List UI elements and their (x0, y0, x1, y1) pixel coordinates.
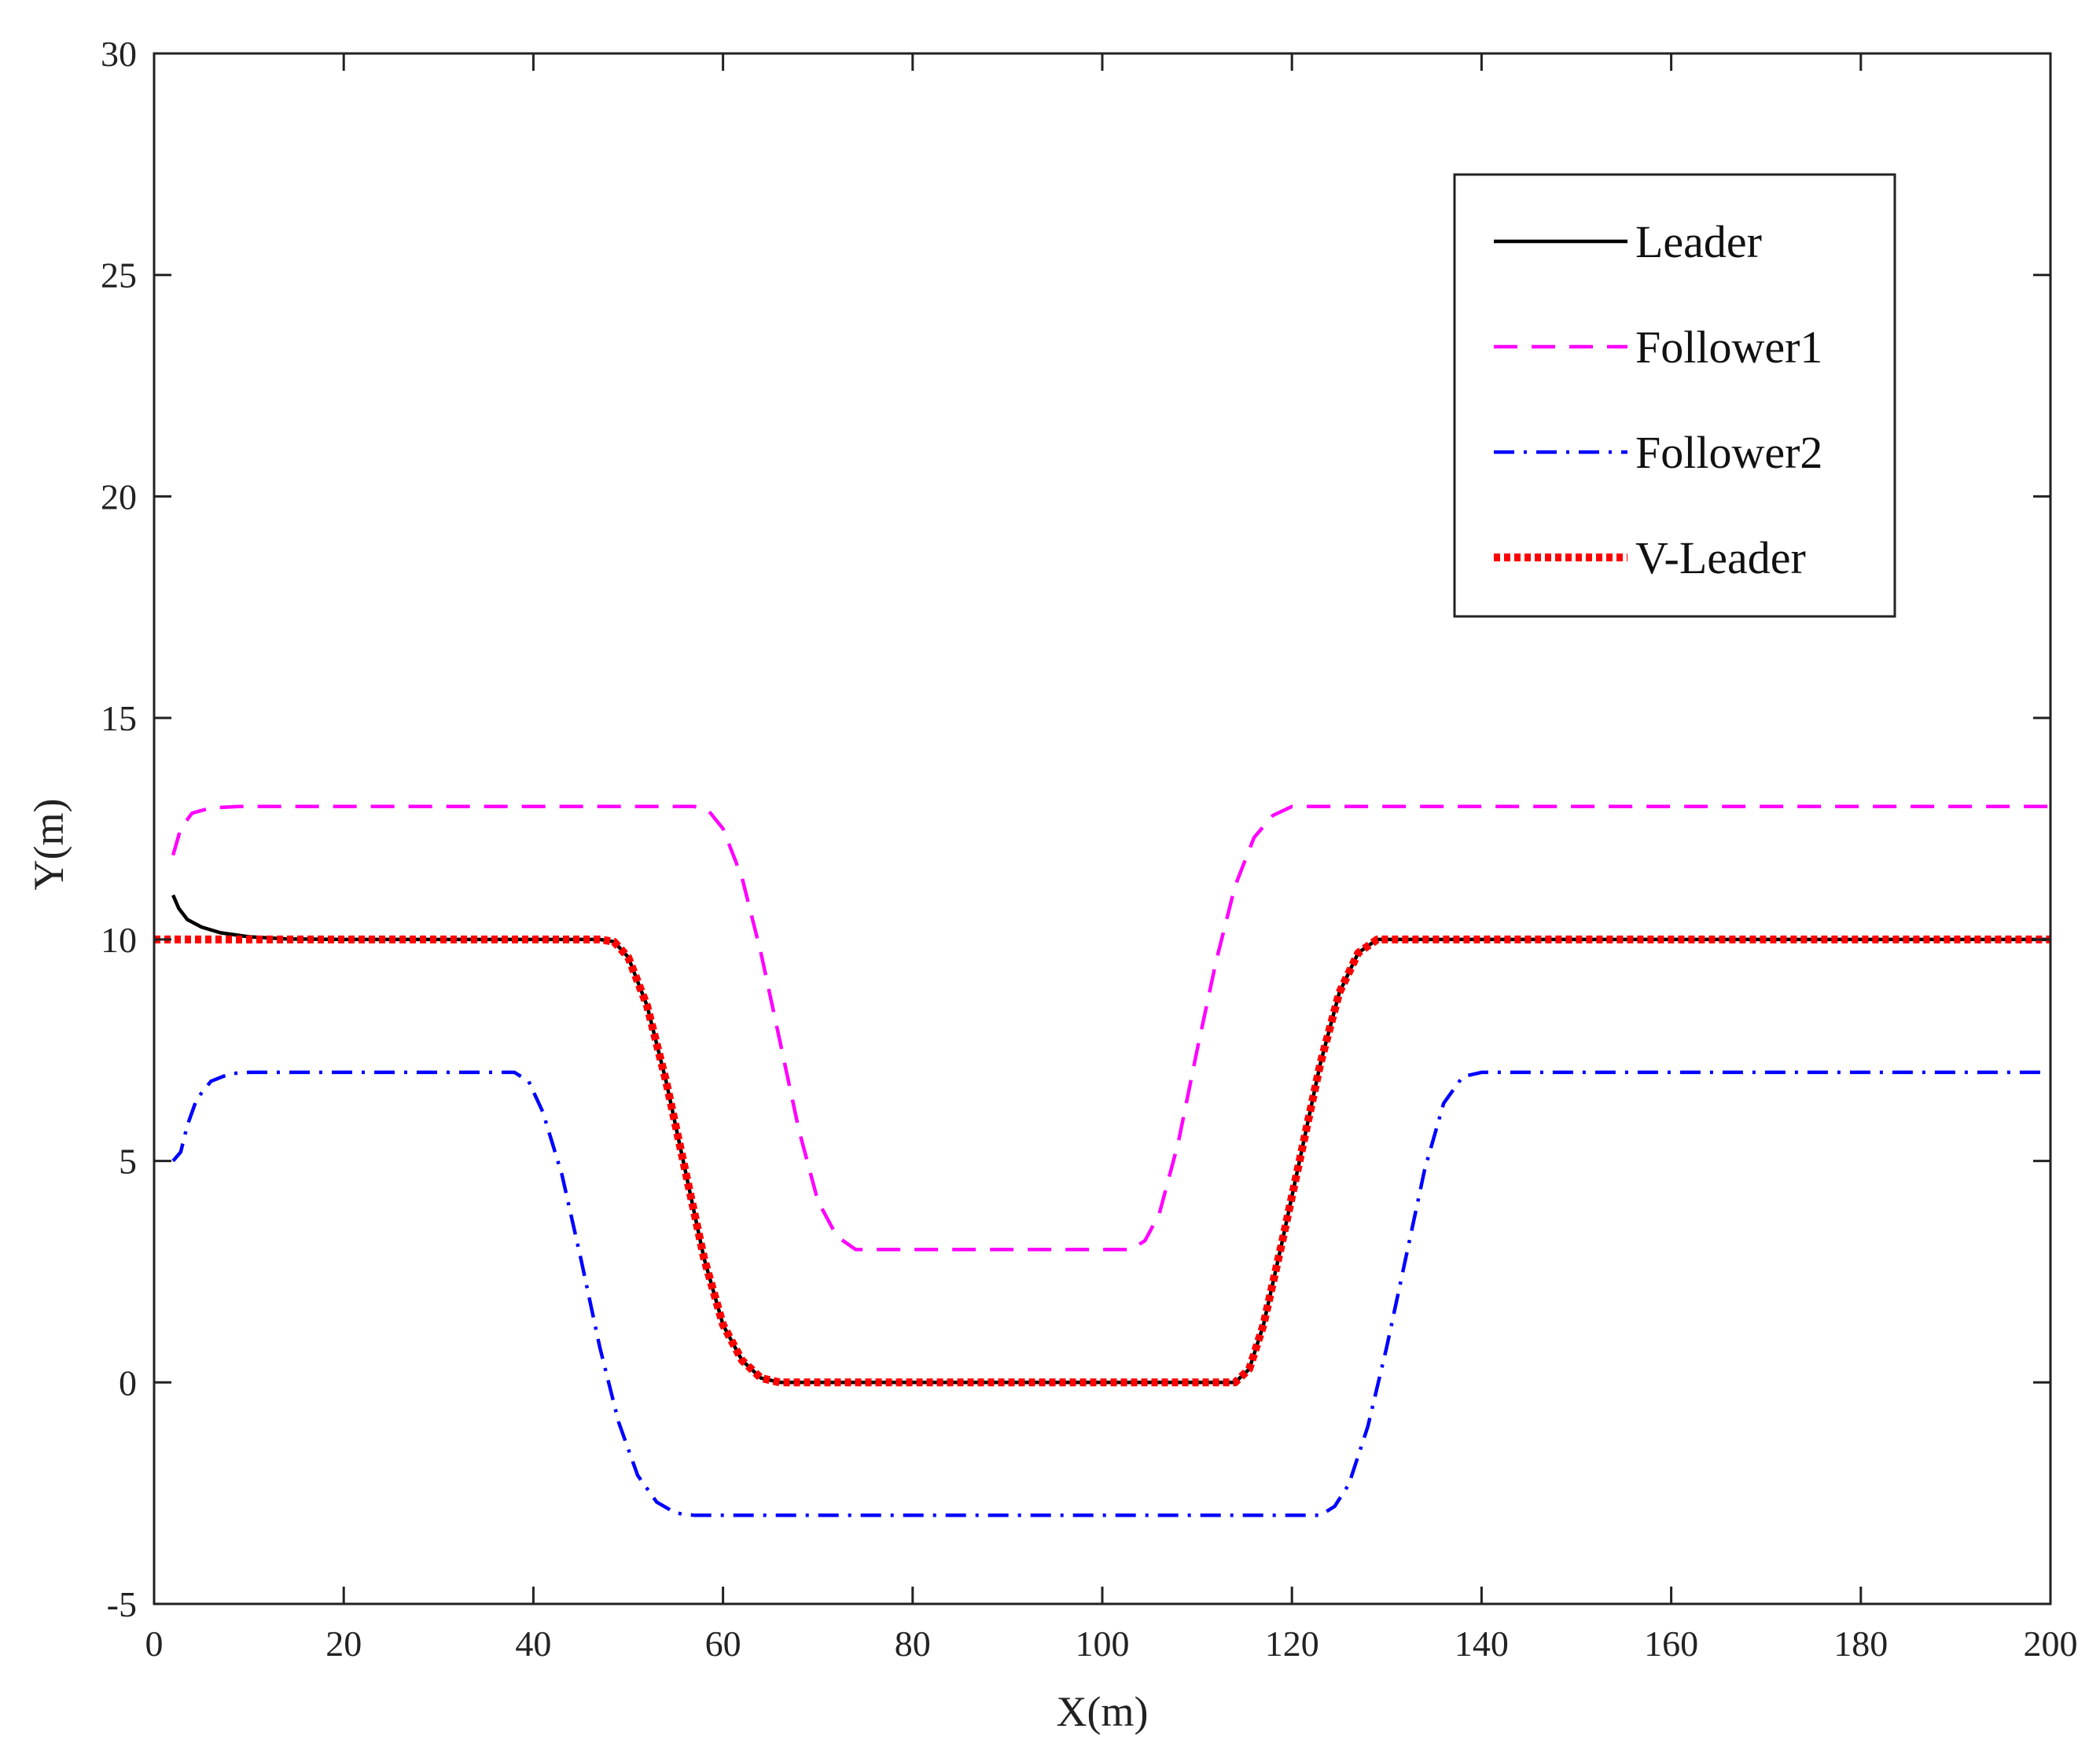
y-axis-label: Y(m) (25, 799, 72, 891)
y-tick-label: 20 (101, 476, 137, 517)
y-tick-label: 15 (101, 698, 137, 738)
series-line-v-leader (154, 935, 2050, 1387)
x-tick-label: 80 (895, 1624, 931, 1664)
x-tick-label: 120 (1265, 1624, 1319, 1664)
y-tick-label: 10 (101, 920, 137, 960)
y-tick-label: 5 (119, 1142, 137, 1182)
x-tick-label: 160 (1644, 1624, 1698, 1664)
x-tick-label: 100 (1076, 1624, 1130, 1664)
series-line-follower2 (171, 1070, 2050, 1517)
y-tick-label: 0 (119, 1363, 137, 1403)
y-tick-label: -5 (107, 1584, 137, 1624)
x-tick-label: 140 (1455, 1624, 1509, 1664)
x-tick-label: 60 (705, 1624, 741, 1664)
legend: Leader Follower1 Follower2 V-Leader (1453, 173, 1896, 618)
x-tick-label: 20 (325, 1624, 362, 1664)
x-tick-label: 40 (515, 1624, 551, 1664)
legend-label-follower2: Follower2 (1635, 427, 1822, 478)
y-tick-label: 25 (101, 256, 137, 296)
x-tick-label: 200 (2024, 1624, 2078, 1664)
series-line-follower1 (171, 804, 2050, 1252)
x-tick-label: 180 (1833, 1624, 1888, 1664)
y-tick-label: 30 (101, 34, 137, 74)
x-axis-label: X(m) (1057, 1688, 1149, 1735)
legend-box (1453, 173, 1896, 618)
legend-label-leader: Leader (1635, 216, 1762, 267)
x-tick-label: 0 (145, 1624, 164, 1664)
legend-label-v-leader: V-Leader (1635, 532, 1806, 583)
series-group (154, 804, 2050, 1517)
legend-label-follower1: Follower1 (1635, 322, 1822, 373)
ticks-group: 0 20 40 60 80 100 120 140 160 180 200-505101520253… (101, 34, 2078, 1664)
